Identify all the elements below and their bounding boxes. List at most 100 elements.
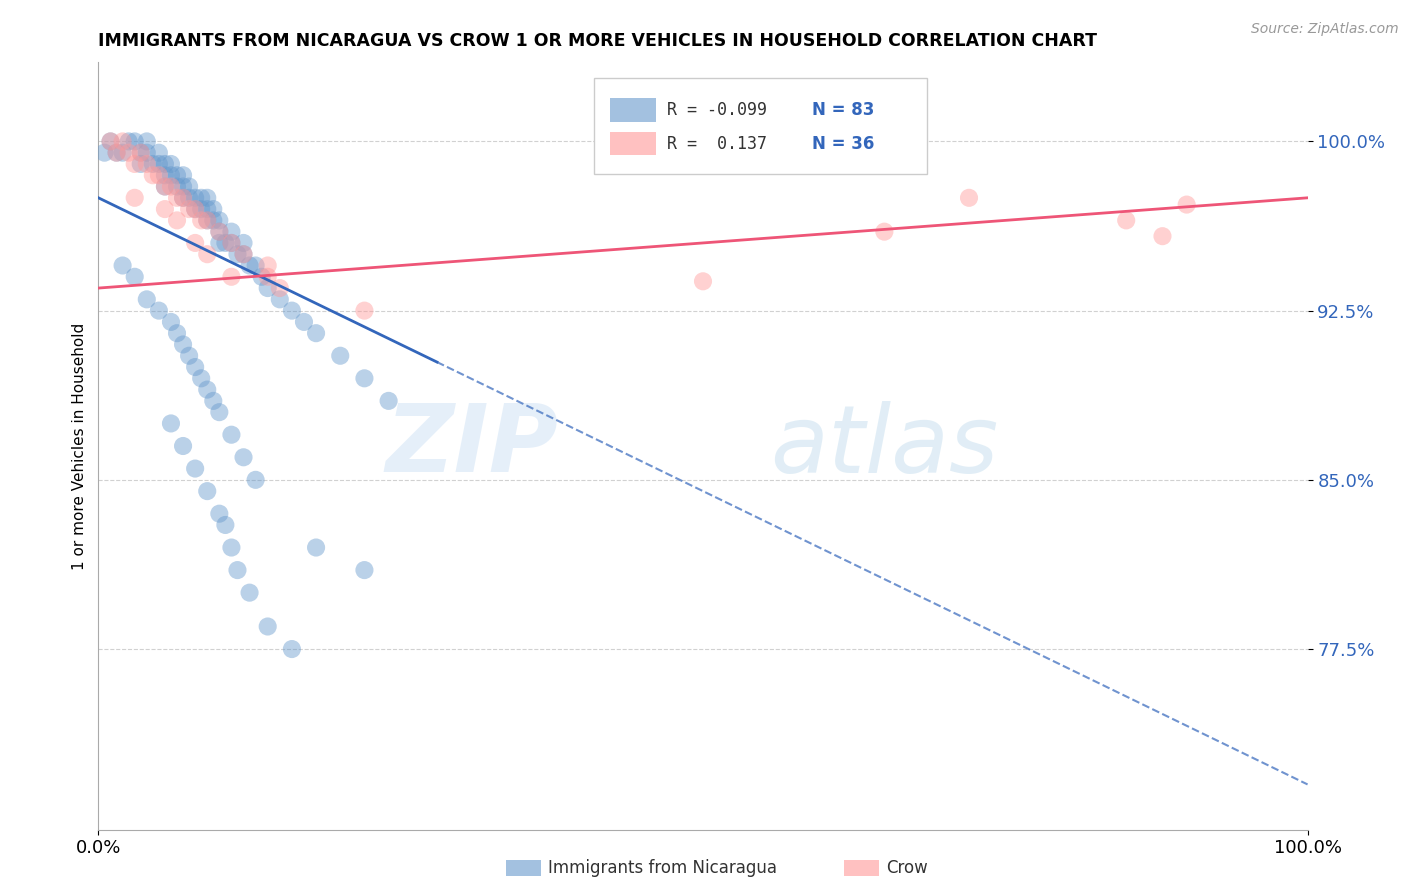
Point (153, 157, 176, 171)
Point (105, 145, 128, 160)
Point (221, 235, 243, 250)
Point (172, 439, 194, 453)
Point (172, 191, 194, 205)
Point (195, 213, 218, 227)
Point (135, 157, 157, 171)
Bar (610, 98, 655, 121)
Point (172, 337, 194, 351)
Text: IMMIGRANTS FROM NICARAGUA VS CROW 1 OR MORE VEHICLES IN HOUSEHOLD CORRELATION CH: IMMIGRANTS FROM NICARAGUA VS CROW 1 OR M… (98, 32, 1098, 50)
Point (221, 225, 243, 239)
Point (184, 191, 207, 205)
Point (184, 461, 207, 475)
Point (142, 157, 165, 171)
Point (184, 202, 207, 216)
Point (153, 179, 176, 194)
Point (172, 168, 194, 182)
Point (124, 135, 146, 149)
Point (135, 145, 157, 160)
Point (221, 427, 243, 442)
Point (172, 191, 194, 205)
Point (214, 235, 236, 250)
Point (153, 202, 176, 216)
Point (190, 191, 212, 205)
Point (184, 202, 207, 216)
Point (105, 145, 128, 160)
Point (221, 541, 243, 555)
Point (172, 179, 194, 194)
Point (184, 359, 207, 374)
Point (353, 563, 375, 577)
Point (124, 269, 146, 284)
Point (190, 213, 212, 227)
Point (153, 179, 176, 194)
Text: N = 36: N = 36 (811, 135, 875, 153)
Point (111, 145, 134, 160)
Point (232, 247, 254, 261)
FancyBboxPatch shape (595, 78, 927, 174)
Point (245, 473, 267, 487)
Text: atlas: atlas (770, 401, 998, 491)
Point (221, 269, 243, 284)
Point (329, 349, 352, 363)
Point (214, 518, 236, 533)
Point (195, 383, 218, 397)
Point (239, 259, 262, 273)
Point (148, 157, 170, 171)
Point (111, 259, 134, 273)
Point (202, 213, 225, 227)
Text: R =  0.137: R = 0.137 (666, 135, 766, 153)
Point (148, 145, 170, 160)
Point (353, 303, 375, 318)
Point (100, 135, 122, 149)
Point (100, 135, 122, 149)
Point (166, 168, 188, 182)
Point (124, 157, 146, 171)
Point (250, 269, 273, 284)
Point (1115, 213, 1137, 227)
Point (129, 157, 152, 171)
Point (256, 281, 278, 295)
Point (160, 417, 183, 431)
Point (202, 202, 225, 216)
Text: R = -0.099: R = -0.099 (666, 101, 766, 119)
Text: ZIP: ZIP (385, 400, 558, 492)
Point (160, 315, 183, 329)
Y-axis label: 1 or more Vehicles in Household: 1 or more Vehicles in Household (72, 322, 87, 570)
Point (226, 563, 249, 577)
Point (118, 135, 141, 149)
Point (269, 293, 291, 307)
Point (208, 213, 231, 227)
Point (111, 135, 134, 149)
Point (221, 235, 243, 250)
Point (142, 168, 165, 182)
Point (1175, 197, 1198, 211)
Point (179, 191, 201, 205)
Point (166, 213, 188, 227)
Text: Source: ZipAtlas.com: Source: ZipAtlas.com (1251, 22, 1399, 37)
Point (160, 168, 183, 182)
Point (129, 145, 152, 160)
Point (190, 371, 212, 385)
Point (124, 191, 146, 205)
Point (873, 225, 896, 239)
Point (148, 168, 170, 182)
Point (148, 303, 170, 318)
Point (232, 235, 254, 250)
Point (256, 269, 278, 284)
Point (153, 168, 176, 182)
Point (208, 225, 231, 239)
Point (195, 191, 218, 205)
Point (135, 293, 157, 307)
Point (353, 371, 375, 385)
Point (305, 541, 328, 555)
Point (195, 247, 218, 261)
Point (226, 247, 249, 261)
Text: Crow: Crow (886, 859, 928, 877)
Point (256, 619, 278, 633)
Point (184, 235, 207, 250)
Text: Immigrants from Nicaragua: Immigrants from Nicaragua (548, 859, 778, 877)
Point (160, 179, 183, 194)
Point (269, 281, 291, 295)
Point (179, 349, 201, 363)
Point (179, 202, 201, 216)
